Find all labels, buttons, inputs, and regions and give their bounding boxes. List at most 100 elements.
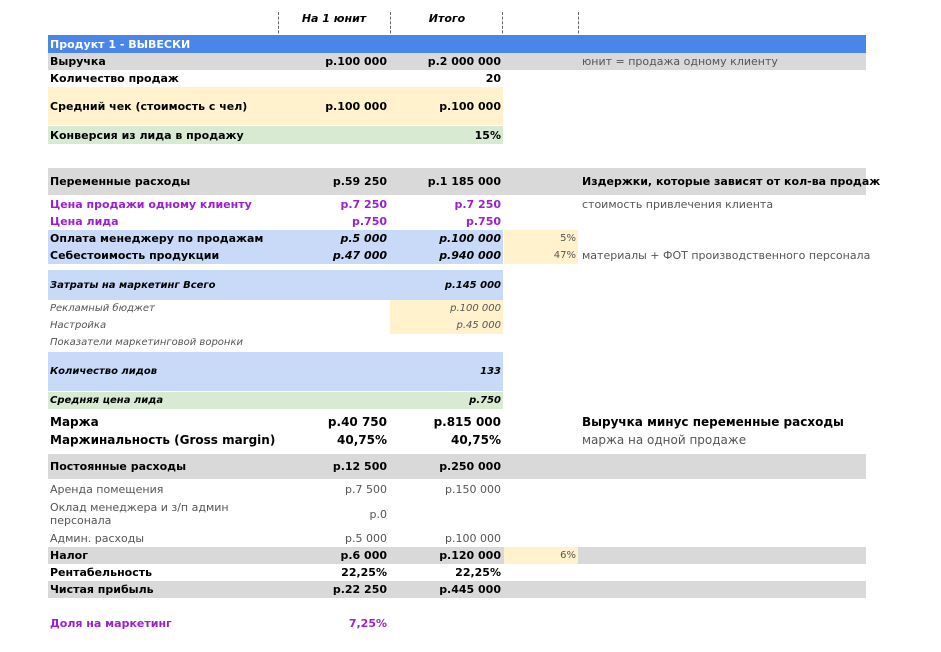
total-value[interactable]: 22,25%	[455, 566, 501, 579]
row-label: Настройка	[50, 320, 107, 331]
column-header-unit[interactable]: На 1 юнит	[301, 12, 367, 25]
row-label: Рекламный бюджет	[50, 303, 155, 314]
table-row[interactable]: Конверсия из лида в продажу 15%	[48, 126, 503, 144]
percent-value[interactable]: 6%	[504, 547, 578, 564]
total-value[interactable]: р.100 000	[445, 532, 501, 545]
unit-value[interactable]: р.47 000	[332, 249, 387, 262]
row-label: Переменные расходы	[50, 175, 191, 188]
unit-value[interactable]: р.100 000	[325, 55, 387, 68]
table-row[interactable]: Себестоимость продукции р.47 000 р.940 0…	[48, 247, 503, 264]
total-value[interactable]: р.940 000	[439, 249, 501, 262]
row-label: Налог	[50, 549, 88, 562]
row-label: Затраты на маркетинг Всего	[50, 279, 216, 291]
row-label: Показатели маркетинговой воронки	[50, 337, 243, 348]
unit-value[interactable]: р.7 250	[340, 198, 388, 211]
unit-value[interactable]: р.5 000	[345, 532, 387, 545]
table-row[interactable]: Цена лида р.750 р.750	[48, 213, 866, 230]
unit-value[interactable]: 40,75%	[337, 433, 387, 447]
total-value[interactable]: 15%	[474, 128, 501, 142]
row-label: Постоянные расходы	[50, 460, 187, 473]
table-row[interactable]: Средняя цена лида р.750	[48, 392, 503, 409]
row-label: Средний чек (стоимость с чел)	[50, 99, 248, 113]
unit-value[interactable]: р.0	[369, 507, 387, 521]
table-row[interactable]: Количество лидов 133	[48, 352, 503, 391]
row-label: Себестоимость продукции	[50, 249, 220, 262]
row-label: Выручка	[50, 55, 106, 68]
total-value[interactable]: р.445 000	[439, 583, 501, 596]
total-value[interactable]: р.750	[469, 395, 501, 406]
total-value[interactable]: 20	[485, 72, 501, 85]
total-value[interactable]: р.100 000	[439, 99, 501, 113]
total-value[interactable]: р.150 000	[445, 483, 501, 496]
percent-value[interactable]: 5%	[560, 233, 576, 244]
table-row[interactable]: Маржинальность (Gross margin) 40,75% 40,…	[48, 431, 866, 449]
total-value[interactable]: р.2 000 000	[427, 55, 501, 68]
total-value[interactable]: р.145 000	[444, 279, 501, 291]
table-row[interactable]: Затраты на маркетинг Всего р.145 000	[48, 270, 503, 300]
section-title-row[interactable]: Продукт 1 - ВЫВЕСКИ	[48, 35, 866, 53]
table-row[interactable]: Переменные расходы р.59 250 р.1 185 000 …	[48, 168, 880, 195]
table-row[interactable]: Выручка р.100 000 р.2 000 000 юнит = про…	[48, 53, 866, 70]
table-row[interactable]: Оклад менеджера и з/п админ персонала р.…	[48, 499, 503, 529]
column-divider	[502, 12, 503, 38]
unit-value[interactable]: р.6 000	[340, 549, 388, 562]
table-row[interactable]: Аренда помещения р.7 500 р.150 000	[48, 481, 503, 498]
unit-value[interactable]: р.22 250	[332, 583, 387, 596]
total-value[interactable]: 40,75%	[451, 433, 501, 447]
row-label: Конверсия из лида в продажу	[50, 128, 244, 142]
total-value[interactable]: р.815 000	[433, 415, 501, 429]
table-row[interactable]: Чистая прибыль р.22 250 р.445 000	[48, 581, 866, 598]
table-row[interactable]: Количество продаж 20	[48, 70, 866, 87]
total-value[interactable]: р.750	[465, 215, 501, 228]
table-row[interactable]: Админ. расходы р.5 000 р.100 000	[48, 530, 503, 547]
unit-value[interactable]: р.7 500	[345, 483, 387, 496]
total-value[interactable]: р.100 000	[439, 232, 501, 245]
table-row[interactable]: Рекламный бюджет р.100 000	[48, 300, 503, 317]
table-row[interactable]: Рентабельность 22,25% 22,25%	[48, 564, 866, 581]
unit-value[interactable]: 22,25%	[341, 566, 387, 579]
unit-value[interactable]: 7,25%	[348, 616, 387, 630]
table-row[interactable]: Налог р.6 000 р.120 000 6%	[48, 547, 866, 564]
column-header-total[interactable]: Итого	[428, 12, 466, 25]
table-row[interactable]: Постоянные расходы р.12 500 р.250 000	[48, 454, 866, 479]
table-row[interactable]: Показатели маркетинговой воронки	[48, 334, 503, 351]
row-note: стоимость привлечения клиента	[582, 198, 774, 211]
table-row[interactable]: Настройка р.45 000	[48, 317, 503, 334]
total-value[interactable]: р.120 000	[439, 549, 501, 562]
total-value[interactable]: р.250 000	[439, 460, 501, 473]
total-value[interactable]: 133	[480, 366, 501, 377]
percent-value[interactable]: 47%	[553, 250, 576, 261]
column-divider	[578, 12, 579, 38]
unit-value[interactable]: р.5 000	[340, 232, 388, 245]
table-row: материалы + ФОТ производственного персон…	[580, 247, 880, 264]
table-row[interactable]: Маржа р.40 750 р.815 000 Выручка минус п…	[48, 413, 866, 431]
unit-value[interactable]: р.59 250	[332, 175, 387, 188]
row-label: Количество лидов	[50, 366, 158, 377]
row-label: Доля на маркетинг	[50, 616, 172, 630]
table-row[interactable]: Цена продажи одному клиенту р.7 250 р.7 …	[48, 196, 866, 213]
table-row[interactable]: 47%	[504, 247, 578, 264]
total-value[interactable]: р.45 000	[390, 317, 503, 334]
unit-value[interactable]: р.100 000	[325, 99, 387, 113]
unit-value[interactable]: р.750	[351, 215, 387, 228]
total-value[interactable]: р.1 185 000	[427, 175, 501, 188]
total-value[interactable]: р.100 000	[390, 300, 503, 317]
section-title: Продукт 1 - ВЫВЕСКИ	[50, 37, 191, 51]
row-label: Оклад менеджера и з/п админ персонала	[50, 501, 229, 527]
row-label: Чистая прибыль	[50, 583, 154, 596]
table-row[interactable]: Доля на маркетинг 7,25%	[48, 614, 503, 632]
total-value[interactable]: р.7 250	[454, 198, 502, 211]
column-divider	[390, 12, 391, 38]
row-label: Средняя цена лида	[50, 395, 164, 406]
unit-value[interactable]: р.12 500	[332, 460, 387, 473]
row-note: Издержки, которые зависят от кол-ва прод…	[582, 175, 881, 188]
row-label: Маржа	[50, 415, 99, 429]
row-label: Цена продажи одному клиенту	[50, 198, 252, 211]
table-row[interactable]: 5%	[504, 230, 578, 247]
table-row[interactable]: Средний чек (стоимость с чел) р.100 000 …	[48, 87, 503, 125]
table-row[interactable]: Оплата менеджеру по продажам р.5 000 р.1…	[48, 230, 503, 247]
row-label: Количество продаж	[50, 72, 179, 85]
row-label: Маржинальность (Gross margin)	[50, 433, 276, 447]
unit-value[interactable]: р.40 750	[327, 415, 387, 429]
